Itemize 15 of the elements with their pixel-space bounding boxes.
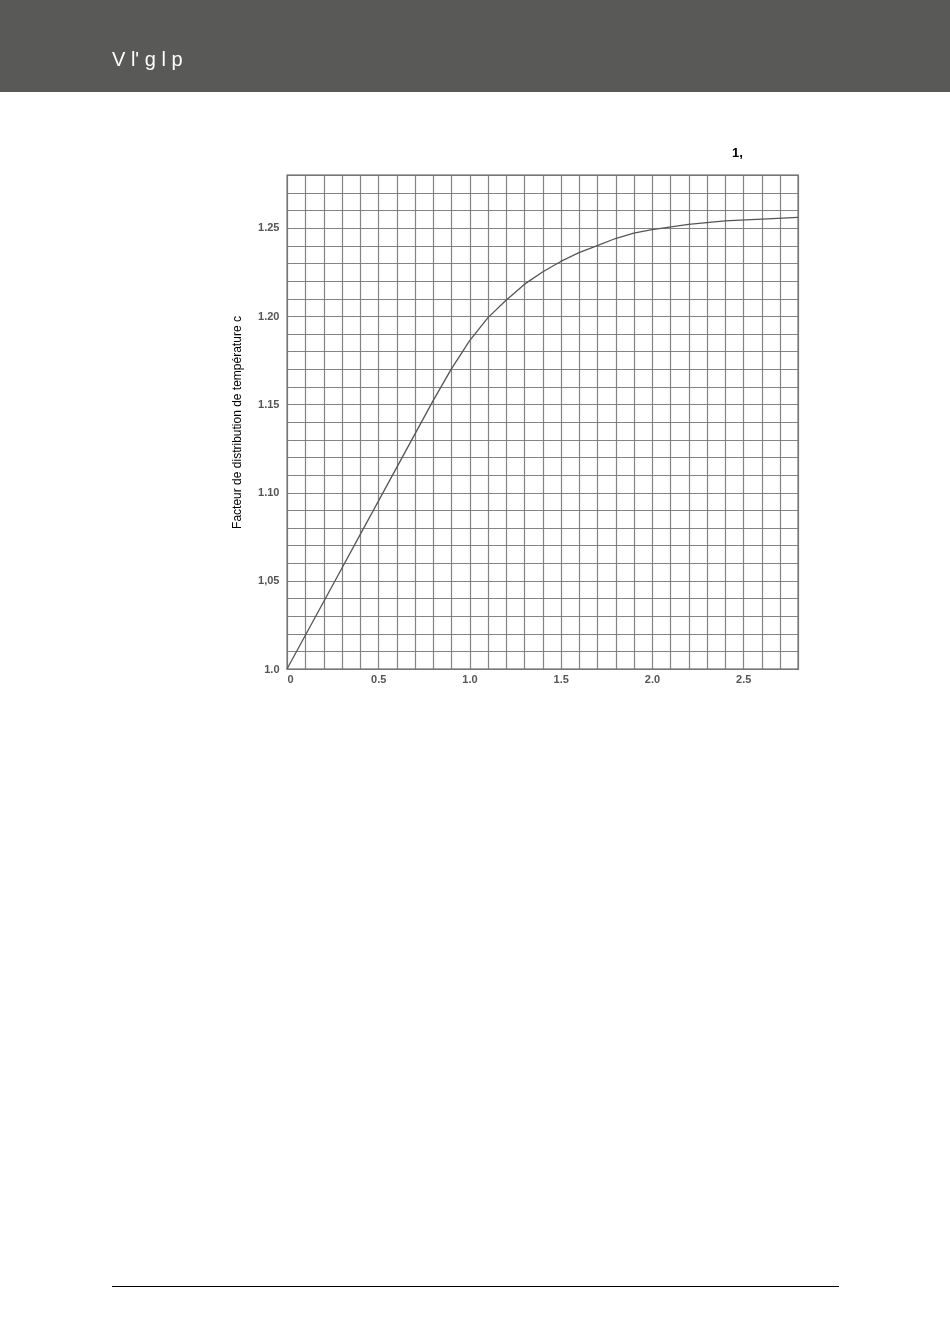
y-axis-title: Facteur de distribution de température c: [230, 316, 245, 529]
x-tick-label: 2.5: [736, 672, 752, 685]
x-tick-label: 1.5: [553, 672, 569, 685]
y-tick-label: 1.15: [258, 397, 280, 410]
y-tick-label: 1,05: [258, 574, 280, 587]
x-tick-label: 0: [287, 672, 294, 685]
x-tick-label: 0.5: [371, 672, 387, 685]
x-tick-label: 1.0: [462, 672, 478, 685]
y-tick-label: 1.0: [264, 662, 280, 675]
text: 1,: [732, 145, 743, 160]
y-tick-label: 1.20: [258, 309, 280, 322]
chart-title: V l' g l p: [112, 48, 183, 71]
x-tick-label: 2.0: [644, 672, 661, 685]
y-tick-label: 1.10: [258, 486, 280, 499]
y-tick-label: 1.25: [258, 221, 280, 234]
